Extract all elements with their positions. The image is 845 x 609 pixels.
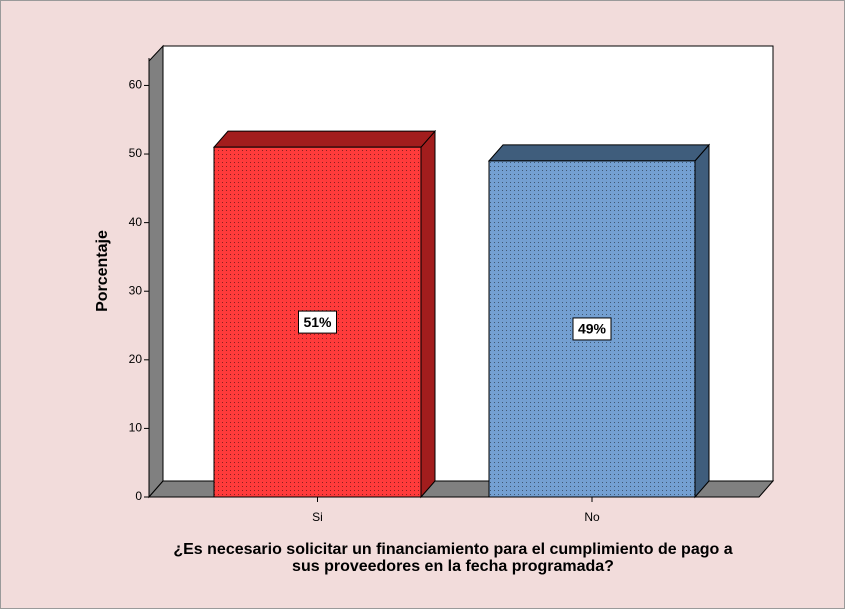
x-tick-label: No [584,510,600,524]
bar-top [487,144,711,162]
x-tick-label: Si [312,510,323,524]
value-label-box [572,317,612,341]
value-label: 49% [578,321,607,337]
bar-side [694,143,710,499]
y-tick-label: 0 [135,489,142,503]
y-tick-label: 40 [129,215,143,229]
y-tick-label: 20 [129,352,143,366]
bar-top [212,130,437,148]
y-axis-title: Porcentaje [94,230,111,312]
x-axis-title: ¿Es necesario solicitar un financiamient… [173,541,733,575]
value-label-box [298,310,337,334]
value-label: 51% [303,314,332,330]
y-tick-label: 60 [129,78,143,92]
y-tick-label: 10 [129,421,143,435]
y-tick-label: 30 [129,283,143,297]
y-tick-label: 50 [129,146,143,160]
left-wall [148,44,164,499]
bar-side [420,129,436,499]
